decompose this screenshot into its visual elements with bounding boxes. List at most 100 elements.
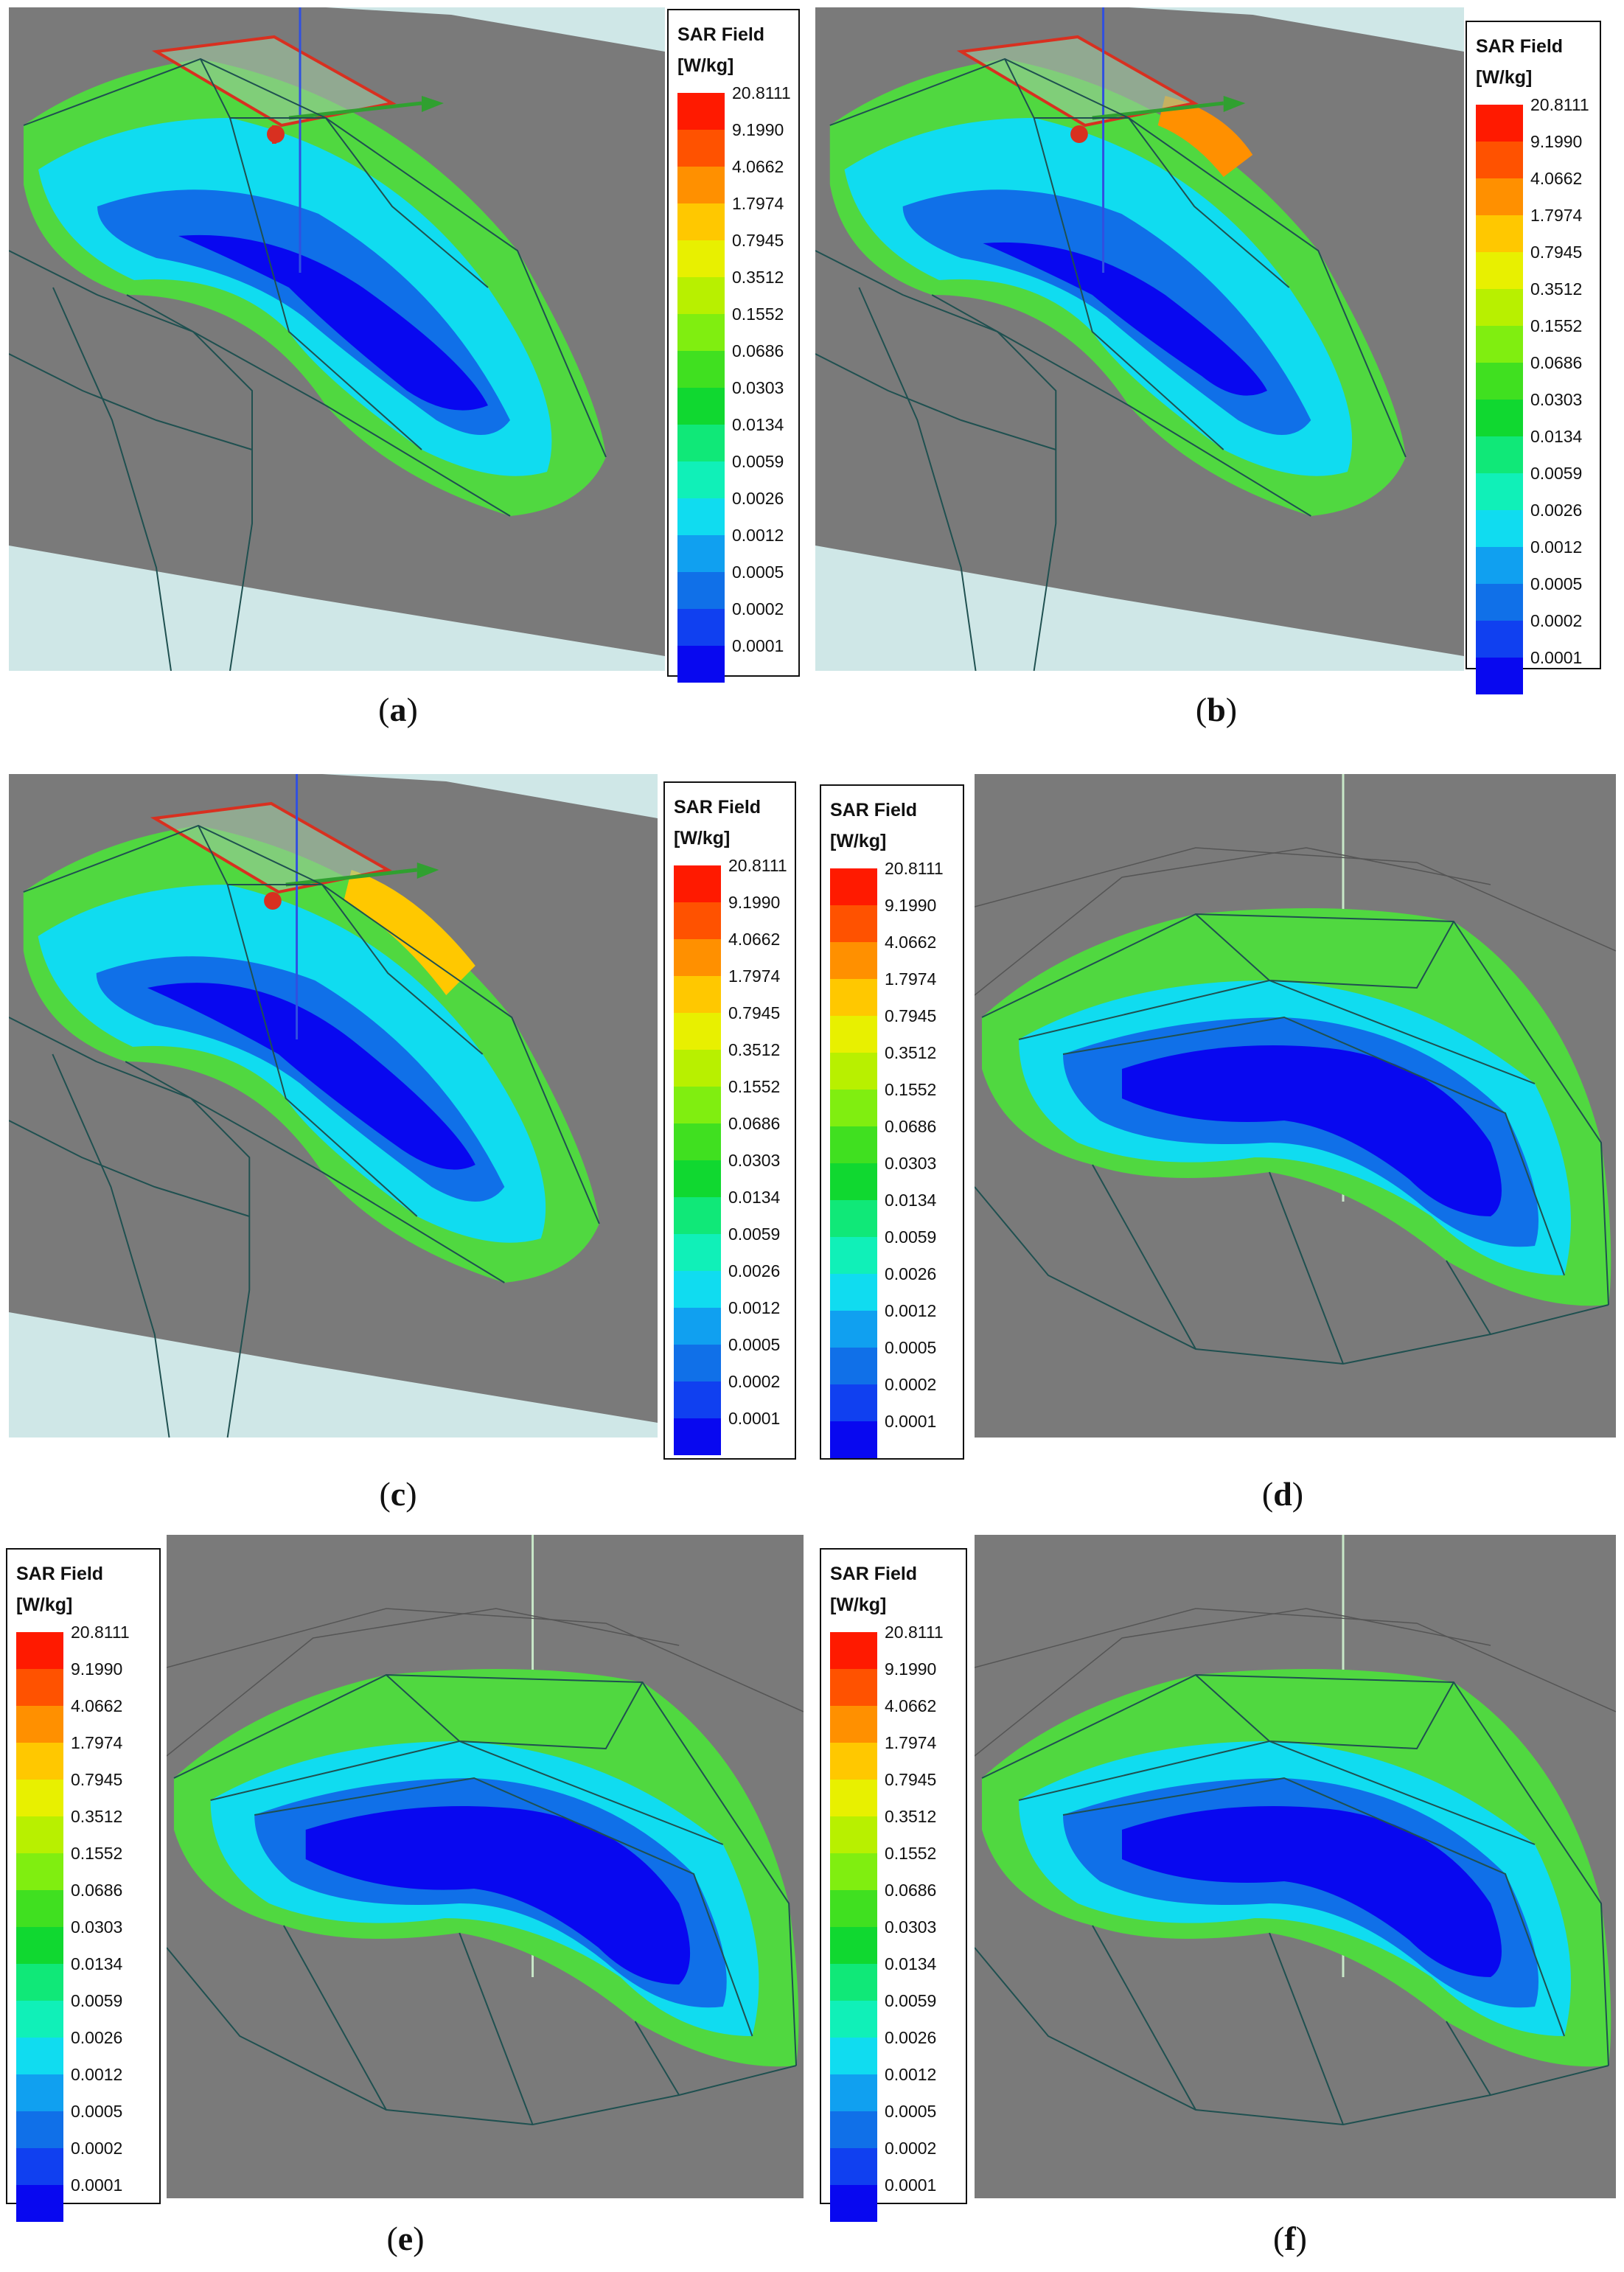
sar-scene-e [167,1535,804,2198]
legend-swatch [830,2111,877,2148]
legend-swatch [674,1160,721,1197]
legend-swatch [677,498,725,535]
legend-tick-label: 4.0662 [71,1696,123,1715]
legend-tick-label: 0.1552 [732,304,784,324]
legend-ticks: 20.8111 9.1990 4.0662 1.7974 0.7945 0.3512 0.1… [732,84,791,674]
legend-swatch [830,1237,877,1274]
legend-tick-label: 0.0001 [1530,648,1583,667]
legend-tick-label: 0.1552 [885,1844,937,1863]
sar-heatmap-a [9,7,665,671]
legend-swatch [674,1123,721,1160]
legend-swatch [677,167,725,203]
legend-tick-label: 0.0002 [732,599,784,618]
legend-swatch [830,1421,877,1458]
sar-scene-a [9,7,665,671]
legend-tick-label: 0.0002 [885,1375,937,1394]
caption-e: (e) [386,2220,425,2257]
legend-tick-label: 0.7945 [71,1770,123,1789]
legend-title: SAR Field [W/kg] [677,24,765,76]
legend-tick-label: 0.0012 [885,2065,937,2084]
legend-tick-label: 0.0005 [732,562,784,582]
legend-swatch [674,1381,721,1418]
legend-ticks: 20.8111 9.1990 4.0662 1.7974 0.7945 0.3512 0.1… [885,1623,944,2213]
legend-tick-label: 0.0026 [71,2028,123,2047]
legend-tick-label: 0.0012 [728,1298,781,1317]
legend-tick-label: 0.0012 [885,1301,937,1320]
legend-swatch [830,1780,877,1816]
color-legend-d: SAR Field [W/kg] 20.8111 9.1990 4.0662 1.797… [820,784,964,1460]
legend-swatch [830,1632,877,1669]
legend-swatch [830,2074,877,2111]
legend-tick-label: 0.0001 [885,2175,937,2195]
sar-heatmap-f [975,1535,1616,2198]
sar-scene-d [975,774,1616,1438]
legend-tick-label: 9.1990 [885,896,937,915]
sar-heatmap-c [9,774,658,1438]
legend-tick-label: 0.7945 [732,231,784,250]
legend-tick-label: 0.7945 [728,1003,781,1022]
legend-swatch [1476,326,1523,363]
legend-tick-label: 0.0026 [885,2028,937,2047]
legend-swatch [830,1853,877,1890]
legend-tick-label: 9.1990 [728,893,781,912]
legend-swatch [16,1890,63,1927]
legend-swatch [1476,178,1523,215]
legend-swatches [16,1632,63,2222]
legend-tick-label: 0.0303 [885,1154,937,1173]
legend-tick-label: 0.0059 [732,452,784,471]
legend-swatch [1476,363,1523,400]
legend-tick-label: 0.0005 [728,1335,781,1354]
legend-tick-label: 0.0686 [1530,353,1583,372]
legend-swatch [16,2038,63,2074]
legend-tick-label: 0.0134 [885,1191,937,1210]
legend-swatch [830,942,877,979]
legend-tick-label: 0.0012 [71,2065,123,2084]
legend-swatch [677,351,725,388]
legend-swatch [830,979,877,1016]
caption-c: (c) [379,1475,417,1513]
legend-tick-label: 0.0059 [885,1227,937,1247]
legend-tick-label: 0.0303 [728,1151,781,1170]
legend-swatch [16,1927,63,1964]
legend-swatch [830,1706,877,1743]
legend-tick-label: 0.0134 [885,1954,937,1973]
legend-tick-label: 0.0002 [1530,611,1583,630]
sar-scene-c [9,774,658,1438]
legend-swatch [674,1308,721,1345]
legend-swatch [830,1090,877,1126]
legend-tick-label: 0.0012 [1530,537,1583,557]
legend-tick-label: 0.0303 [885,1917,937,1937]
legend-swatch [1476,215,1523,252]
legend-tick-label: 0.0686 [885,1881,937,1900]
legend-tick-label: 4.0662 [885,1696,937,1715]
legend-tick-label: 0.0303 [1530,390,1583,409]
legend-title: SAR Field [W/kg] [830,800,918,851]
legend-swatch [677,646,725,683]
legend-tick-label: 0.0012 [732,526,784,545]
legend-swatch [16,2185,63,2222]
legend-tick-label: 1.7974 [71,1733,123,1752]
legend-swatch [16,1669,63,1706]
legend-tick-label: 0.0026 [728,1261,781,1280]
color-legend-b: SAR Field [W/kg] 20.8111 9.1990 4.0662 1.797… [1466,21,1601,694]
legend-swatch [677,203,725,240]
panel-d: SAR Field [W/kg] 20.8111 9.1990 4.0662 1.797… [818,767,1624,1533]
legend-swatch [674,1050,721,1087]
legend-tick-label: 0.0059 [885,1991,937,2010]
panel-c: SAR Field [W/kg] 20.8111 9.1990 4.0662 1.797… [0,767,796,1533]
legend-title: SAR Field [W/kg] [830,1564,918,1615]
legend-tick-label: 0.3512 [71,1807,123,1826]
legend-tick-label: 0.7945 [885,1770,937,1789]
legend-swatch [830,1384,877,1421]
legend-swatch [674,1271,721,1308]
legend-swatch [830,1163,877,1200]
legend-tick-label: 20.8111 [71,1623,130,1642]
legend-swatch [1476,289,1523,326]
sar-heatmap-e [167,1535,804,2198]
legend-swatch [16,1853,63,1890]
legend-tick-label: 0.0059 [71,1991,123,2010]
legend-tick-label: 0.0001 [71,2175,123,2195]
legend-tick-label: 9.1990 [885,1659,937,1679]
legend-tick-label: 0.3512 [1530,279,1583,299]
legend-swatch [677,535,725,572]
